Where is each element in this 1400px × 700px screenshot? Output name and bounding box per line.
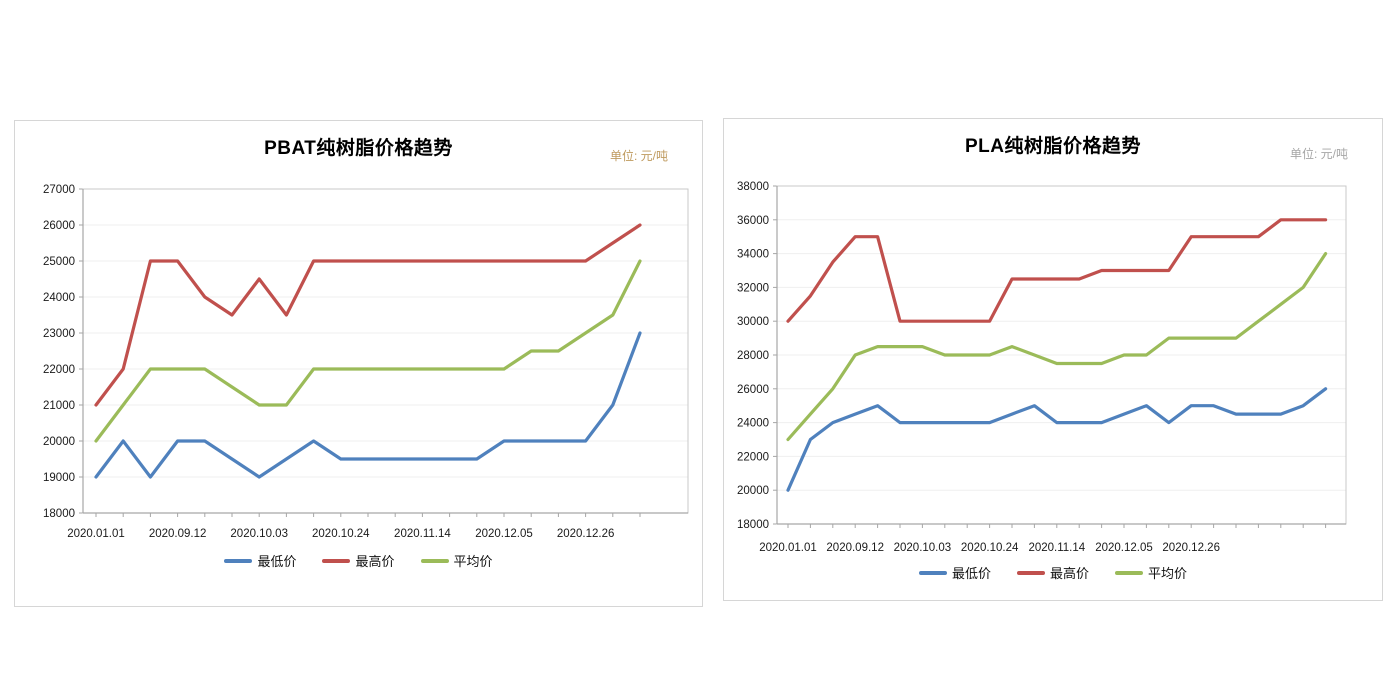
y-axis-label: 32000 bbox=[737, 282, 769, 294]
pla-plot-area: 18000 20000 22000 24000 26000 28000 30000 32000… bbox=[737, 181, 1347, 554]
series-line-最高价 bbox=[786, 218, 1328, 323]
x-axis-label: 2020.12.05 bbox=[475, 528, 533, 540]
y-axis-label: 20000 bbox=[737, 485, 769, 497]
y-axis-label: 28000 bbox=[737, 350, 769, 362]
pbat-plot-area: 18000 19000 20000 21000 22000 23000 24000 25000… bbox=[43, 184, 689, 540]
y-axis-label: 30000 bbox=[737, 316, 769, 328]
y-axis-label: 25000 bbox=[43, 256, 75, 268]
x-axis-label: 2020.09.12 bbox=[826, 542, 884, 554]
y-axis-label: 20000 bbox=[43, 436, 75, 448]
legend-item-最低价: 最低价 bbox=[224, 551, 296, 570]
pla-price-trend-chart: PLA纯树脂价格趋势 单位: 元/吨 18000 20000 22000 24000 2… bbox=[723, 118, 1383, 601]
y-axis-label: 18000 bbox=[737, 519, 769, 531]
x-axis-label: 2020.10.24 bbox=[312, 528, 370, 540]
y-axis-label: 38000 bbox=[737, 181, 769, 193]
y-axis-label: 34000 bbox=[737, 249, 769, 261]
y-axis-label: 27000 bbox=[43, 184, 75, 196]
series-line-平均价 bbox=[786, 252, 1328, 442]
legend-item-最低价: 最低价 bbox=[918, 563, 991, 582]
x-axis-label: 2020.10.03 bbox=[230, 528, 288, 540]
pbat-price-trend-chart: PBAT纯树脂价格趋势 单位: 元/吨 18000 19000 20000 21000… bbox=[14, 120, 703, 607]
legend-line-swatch bbox=[420, 558, 449, 563]
legend-item-最高价: 最高价 bbox=[322, 551, 395, 570]
chart-title: PLA纯树脂价格趋势 bbox=[964, 136, 1141, 157]
x-axis-label: 2020.01.01 bbox=[759, 542, 817, 554]
legend-label: 平均价 bbox=[1148, 566, 1188, 581]
plot-border bbox=[82, 188, 689, 514]
unit-label: 单位: 元/吨 bbox=[609, 149, 668, 163]
x-axis-label: 2020.01.01 bbox=[67, 528, 125, 540]
x-axis-label: 2020.09.12 bbox=[149, 528, 207, 540]
legend-line-swatch bbox=[224, 558, 253, 563]
x-axis-label: 2020.10.24 bbox=[961, 542, 1019, 554]
legend-line-swatch bbox=[1016, 570, 1045, 575]
y-axis-label: 26000 bbox=[43, 220, 75, 232]
pla-legend: 最低价 最高价 平均价 bbox=[724, 563, 1382, 582]
legend-line-swatch bbox=[322, 558, 351, 563]
legend-line-swatch bbox=[918, 570, 947, 575]
x-axis-label: 2020.12.26 bbox=[1162, 542, 1220, 554]
legend-label: 平均价 bbox=[453, 554, 493, 569]
y-axis-label: 18000 bbox=[43, 508, 75, 520]
y-axis-label: 23000 bbox=[43, 328, 75, 340]
legend-label: 最低价 bbox=[951, 566, 991, 581]
x-axis-label: 2020.12.26 bbox=[557, 528, 615, 540]
x-axis-label: 2020.11.14 bbox=[1028, 542, 1085, 554]
y-axis-label: 19000 bbox=[43, 472, 75, 484]
unit-label: 单位: 元/吨 bbox=[1289, 147, 1348, 161]
legend-item-平均价: 平均价 bbox=[420, 551, 493, 570]
x-axis-label: 2020.12.05 bbox=[1095, 542, 1153, 554]
series-line-最低价 bbox=[786, 387, 1328, 492]
legend-line-swatch bbox=[1115, 570, 1143, 575]
y-axis-label: 21000 bbox=[43, 400, 75, 412]
series-line-平均价 bbox=[94, 259, 642, 443]
series-line-最低价 bbox=[94, 331, 642, 479]
y-axis-label: 22000 bbox=[737, 451, 769, 463]
series-line-最高价 bbox=[94, 223, 642, 407]
y-axis-label: 36000 bbox=[737, 215, 769, 227]
legend-label: 最低价 bbox=[257, 554, 297, 569]
x-axis-label: 2020.10.03 bbox=[894, 542, 952, 554]
y-axis-label: 22000 bbox=[43, 364, 75, 376]
y-axis-label: 24000 bbox=[43, 292, 75, 304]
legend-label: 最高价 bbox=[1049, 566, 1089, 581]
x-axis-label: 2020.11.14 bbox=[394, 528, 451, 540]
y-axis-label: 24000 bbox=[737, 418, 769, 430]
chart-title: PBAT纯树脂价格趋势 bbox=[264, 138, 453, 159]
legend-item-最高价: 最高价 bbox=[1016, 563, 1089, 582]
y-axis-label: 26000 bbox=[737, 384, 769, 396]
legend-item-平均价: 平均价 bbox=[1115, 563, 1187, 582]
legend-label: 最高价 bbox=[355, 554, 395, 569]
pbat-legend: 最低价 最高价 平均价 bbox=[15, 551, 702, 570]
